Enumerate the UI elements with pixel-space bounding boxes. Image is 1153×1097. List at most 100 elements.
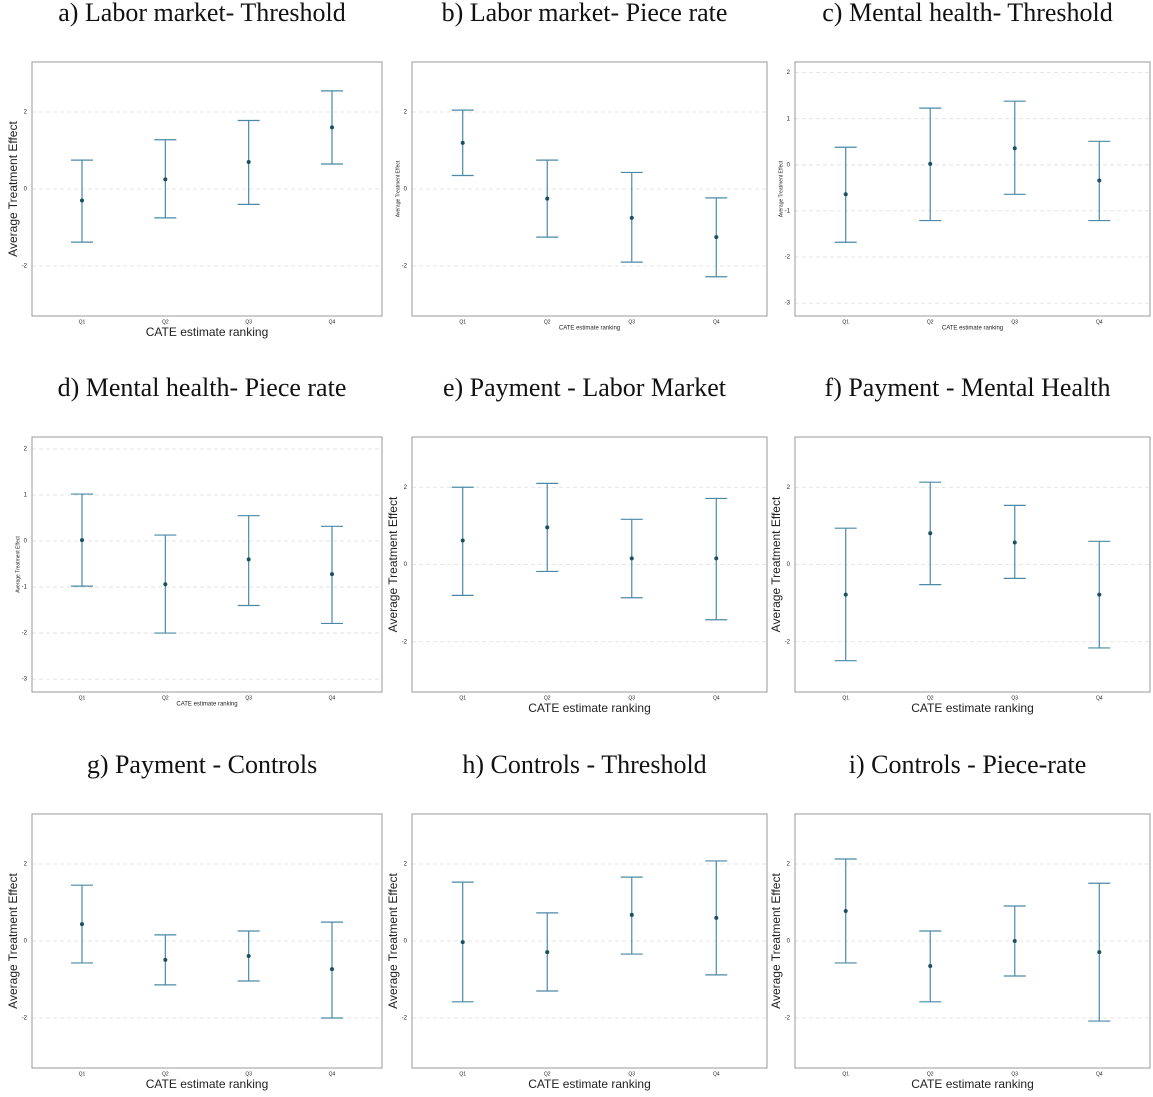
x-tick-label: Q4 [1096,695,1103,701]
point-estimate [714,235,719,240]
y-tick-label: 2 [404,485,408,491]
point-estimate [629,215,634,220]
x-tick-label: Q3 [1011,319,1018,325]
point-estimate [1012,540,1017,545]
plot-border [794,813,1151,1069]
point-estimate [1097,178,1102,183]
chart-title: d) Mental health- Piece rate [58,373,347,402]
x-axis-label: CATE estimate ranking [528,1077,651,1091]
y-axis-label: Average Treatment Effect [769,873,783,1009]
y-tick-label: 0 [24,187,28,193]
x-tick-label: Q4 [329,1071,336,1077]
y-tick-label: 2 [24,110,28,116]
y-tick-label: -2 [22,264,28,270]
y-tick-label: -2 [785,255,791,261]
y-tick-label: -3 [22,677,28,683]
x-tick-label: Q2 [927,1071,934,1077]
y-tick-label: 0 [787,939,791,945]
point-estimate [1012,146,1017,151]
y-axis-label: Average Treatment Effect [6,121,20,257]
x-tick-label: Q1 [79,1071,86,1077]
y-tick-label: -2 [785,1016,791,1022]
point-estimate [843,192,848,197]
plot-border [411,813,768,1069]
plot-border [794,61,1151,317]
y-tick-label: 2 [787,485,791,491]
x-tick-label: Q2 [544,1071,551,1077]
point-estimate [330,125,334,130]
chart-title: b) Labor market- Piece rate [442,0,728,27]
y-tick-label: 2 [404,110,408,116]
y-tick-label: -1 [22,585,28,591]
y-tick-label: -3 [785,301,791,307]
point-estimate [928,531,933,536]
y-tick-label: -2 [402,264,408,270]
x-tick-label: Q1 [459,319,466,325]
y-axis-label: Average Treatment Effect [386,873,400,1009]
point-estimate [330,572,334,577]
point-estimate [80,538,84,543]
plot-border [31,61,383,317]
point-estimate [545,525,550,530]
x-tick-label: Q2 [162,319,169,325]
x-tick-label: Q2 [162,1071,169,1077]
x-tick-label: Q4 [329,319,336,325]
y-axis-label: Average Treatment Effect [395,160,401,217]
chart-title: e) Payment - Labor Market [443,373,727,402]
y-axis-label: Average Treatment Effect [778,160,784,217]
y-tick-label: 2 [787,862,791,868]
x-tick-label: Q2 [927,695,934,701]
x-axis-label: CATE estimate ranking [559,326,620,332]
plot-border [411,436,768,693]
x-tick-label: Q4 [1096,319,1103,325]
y-tick-label: 0 [404,939,408,945]
y-tick-label: 0 [24,939,28,945]
x-tick-label: Q1 [842,319,849,325]
x-tick-label: Q4 [713,695,720,701]
y-axis-label: Average Treatment Effect [15,536,21,593]
plot-border [31,813,383,1069]
x-tick-label: Q1 [842,695,849,701]
x-tick-label: Q2 [544,695,551,701]
x-tick-label: Q1 [79,319,86,325]
plot-border [31,436,383,693]
x-tick-label: Q1 [459,695,466,701]
y-tick-label: 0 [24,539,28,545]
y-tick-label: -2 [785,639,791,645]
x-tick-label: Q3 [628,319,635,325]
plot-border [794,436,1151,693]
point-estimate [163,957,168,962]
point-estimate [460,140,465,145]
y-tick-label: 0 [404,562,408,568]
plot-border [411,61,768,317]
x-axis-label: CATE estimate ranking [911,701,1034,715]
x-tick-label: Q4 [329,695,336,701]
y-tick-label: -2 [22,1016,28,1022]
x-axis-label: CATE estimate ranking [146,1077,269,1091]
x-tick-label: Q3 [1011,1071,1018,1077]
x-tick-label: Q4 [713,319,720,325]
point-estimate [163,177,168,182]
y-tick-label: 0 [787,162,791,168]
x-tick-label: Q2 [544,319,551,325]
point-estimate [246,557,251,562]
y-tick-label: 1 [24,493,28,499]
x-axis-label: CATE estimate ranking [146,325,269,339]
point-estimate [545,950,550,955]
point-estimate [545,196,550,201]
y-tick-label: 0 [787,562,791,568]
point-estimate [1097,950,1102,955]
y-tick-label: -2 [402,1016,408,1022]
x-tick-label: Q3 [628,695,635,701]
y-tick-label: 1 [787,116,791,122]
x-axis-label: CATE estimate ranking [911,1077,1034,1091]
y-tick-label: -1 [785,208,791,214]
x-tick-label: Q2 [927,319,934,325]
y-tick-label: -2 [22,631,28,637]
chart-title: f) Payment - Mental Health [825,373,1111,402]
point-estimate [843,592,848,597]
point-estimate [330,967,334,972]
point-estimate [629,556,634,561]
x-tick-label: Q3 [245,1071,252,1077]
x-tick-label: Q2 [162,695,169,701]
